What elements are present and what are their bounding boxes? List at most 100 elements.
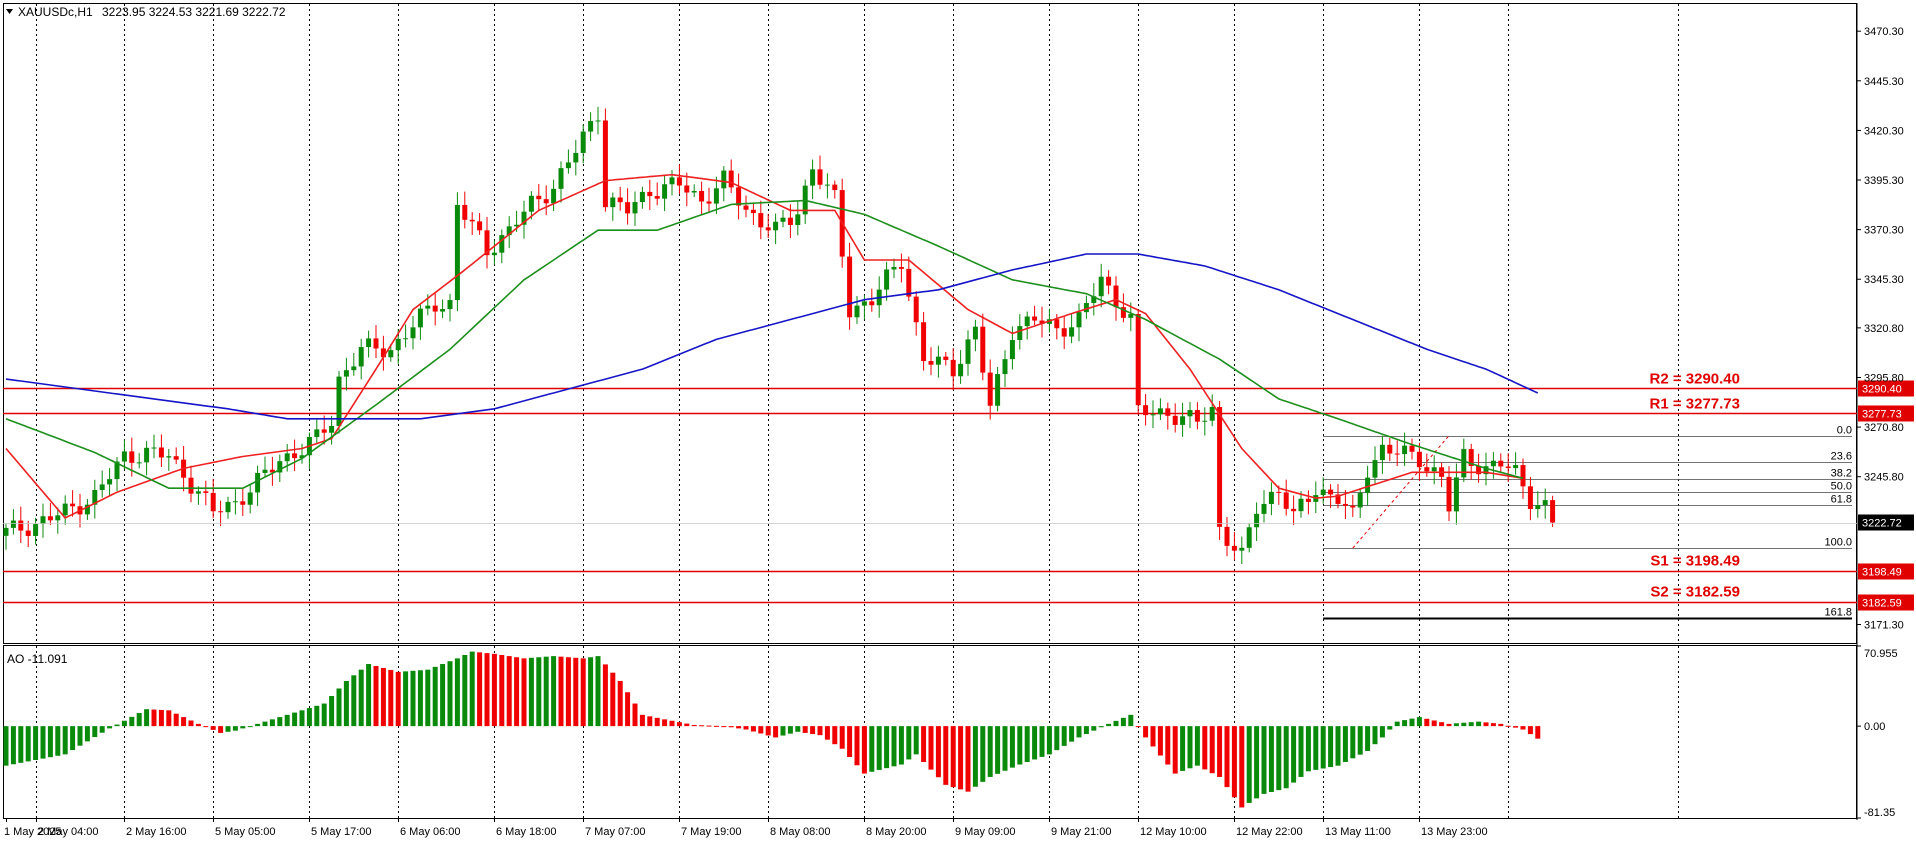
time-label: 6 May 18:00 (496, 826, 557, 838)
candle-body (699, 190, 705, 202)
candle-body (972, 326, 978, 340)
ao-bar (573, 657, 579, 727)
price-tick-label: 3345.30 (1864, 274, 1904, 286)
candle-body (750, 209, 756, 214)
candle-body (758, 213, 764, 228)
candle-body (262, 469, 268, 473)
candle-body (284, 453, 290, 462)
ao-bar (980, 726, 986, 782)
ao-bar (669, 720, 675, 727)
ao-bar (691, 725, 697, 727)
candle-body (1135, 314, 1141, 406)
ao-bar (33, 726, 39, 761)
candle-body (573, 152, 579, 163)
collapse-triangle-icon[interactable] (6, 9, 13, 14)
ao-bar (773, 726, 779, 738)
ao-bar (366, 664, 372, 727)
ao-bar (158, 709, 164, 727)
candle-body (129, 451, 135, 463)
ao-bar (1024, 726, 1030, 762)
ao-bar (484, 653, 490, 727)
candle-body (773, 221, 779, 231)
candle-body (869, 301, 875, 306)
ao-bar (499, 654, 505, 727)
time-label: 12 May 22:00 (1236, 826, 1303, 838)
candle-body (1246, 527, 1252, 548)
candle-body (255, 472, 261, 493)
ao-bar (144, 709, 150, 727)
fib-trend-line[interactable] (1352, 435, 1450, 549)
candle-body (713, 188, 719, 204)
ao-bar (898, 726, 904, 765)
candle-body (1505, 466, 1511, 469)
ao-bar (514, 657, 520, 727)
ao-bar (1224, 726, 1230, 788)
time-label: 5 May 17:00 (311, 826, 372, 838)
ao-bar (1424, 718, 1430, 727)
level-axis-tag-r2 (1858, 380, 1914, 397)
ao-bar (1320, 726, 1326, 769)
candle-body (499, 235, 505, 253)
ao-bar (1379, 726, 1385, 738)
ao-bar (765, 726, 771, 736)
ao-bar (380, 667, 386, 727)
ao-bar (77, 726, 83, 746)
candle-body (1165, 408, 1171, 416)
candle-body (736, 187, 742, 206)
ao-bar (1046, 726, 1052, 755)
candle-body (1365, 477, 1371, 493)
time-label: 13 May 23:00 (1421, 826, 1488, 838)
ao-bar (706, 725, 712, 727)
ao-bar (654, 717, 660, 727)
ao-bar (1387, 726, 1393, 730)
candle-body (121, 451, 127, 462)
ao-bar (1283, 726, 1289, 789)
candle-body (543, 199, 549, 204)
candle-body (1076, 312, 1082, 328)
ao-bar (1017, 726, 1023, 765)
price-tick-label: 3470.30 (1864, 26, 1904, 38)
ao-bar (832, 726, 838, 745)
ao-bar (210, 726, 216, 730)
symbol-label: XAUUSDc,H1 (18, 5, 93, 19)
ao-bar (736, 726, 742, 729)
ao-bar (440, 664, 446, 727)
candle-body (995, 374, 1001, 406)
candle-body (1535, 505, 1541, 510)
ao-bar (750, 726, 756, 732)
ao-bar (610, 672, 616, 727)
ao-bar (1520, 726, 1526, 730)
ao-bar (662, 719, 668, 727)
ao-bar (188, 720, 194, 727)
ao-bar (240, 726, 246, 729)
candle-body (765, 227, 771, 231)
candle-body (232, 501, 238, 503)
candle-body (1157, 408, 1163, 415)
candle-body (1350, 505, 1356, 508)
ao-bar (136, 713, 142, 727)
ao-bar (839, 726, 845, 749)
ao-bar (358, 669, 364, 727)
ao-bar (195, 723, 201, 727)
ao-bar (965, 726, 971, 792)
ao-bar (906, 726, 912, 760)
ao-bar (1135, 726, 1141, 728)
ao-tick-label: 70.955 (1864, 648, 1898, 660)
ao-bar (284, 714, 290, 727)
ao-bar (447, 661, 453, 727)
ao-bar (1032, 726, 1038, 760)
ao-bar (699, 725, 705, 727)
candle-body (1032, 316, 1038, 321)
candle-body (521, 211, 527, 225)
ao-bar (758, 726, 764, 734)
candle-body (477, 221, 483, 231)
ao-bar (1328, 726, 1334, 768)
candle-body (610, 197, 616, 208)
ao-bar (1209, 726, 1215, 774)
candle-body (632, 202, 638, 214)
candle-body (62, 503, 68, 516)
ao-bar (1194, 726, 1200, 766)
fibonacci-retracement[interactable]: 0.0 23.6 38.250.061.8 100.0 161.8 (1323, 425, 1852, 620)
